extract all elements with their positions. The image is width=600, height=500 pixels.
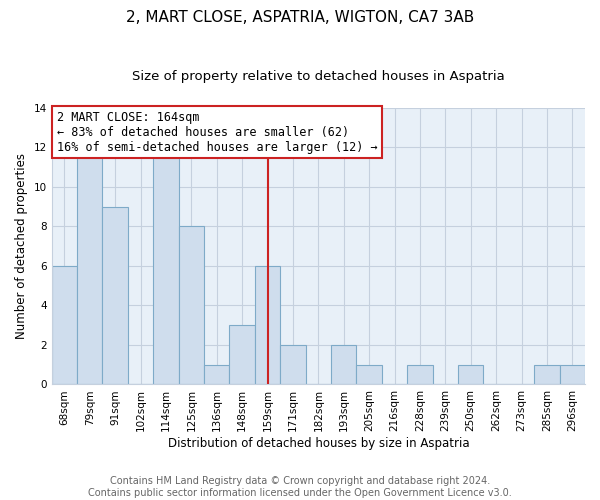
Bar bbox=[77, 148, 103, 384]
Bar bbox=[204, 364, 229, 384]
Bar bbox=[255, 266, 280, 384]
Bar bbox=[103, 206, 128, 384]
Bar bbox=[52, 266, 77, 384]
Bar bbox=[153, 148, 179, 384]
Bar bbox=[458, 364, 484, 384]
Bar bbox=[179, 226, 204, 384]
Bar bbox=[560, 364, 585, 384]
Bar bbox=[534, 364, 560, 384]
Title: Size of property relative to detached houses in Aspatria: Size of property relative to detached ho… bbox=[132, 70, 505, 83]
Bar bbox=[356, 364, 382, 384]
X-axis label: Distribution of detached houses by size in Aspatria: Distribution of detached houses by size … bbox=[167, 437, 469, 450]
Text: 2 MART CLOSE: 164sqm
← 83% of detached houses are smaller (62)
16% of semi-detac: 2 MART CLOSE: 164sqm ← 83% of detached h… bbox=[57, 110, 377, 154]
Text: Contains HM Land Registry data © Crown copyright and database right 2024.
Contai: Contains HM Land Registry data © Crown c… bbox=[88, 476, 512, 498]
Bar bbox=[229, 325, 255, 384]
Bar bbox=[280, 345, 305, 385]
Y-axis label: Number of detached properties: Number of detached properties bbox=[15, 153, 28, 339]
Bar bbox=[407, 364, 433, 384]
Text: 2, MART CLOSE, ASPATRIA, WIGTON, CA7 3AB: 2, MART CLOSE, ASPATRIA, WIGTON, CA7 3AB bbox=[126, 10, 474, 25]
Bar bbox=[331, 345, 356, 385]
